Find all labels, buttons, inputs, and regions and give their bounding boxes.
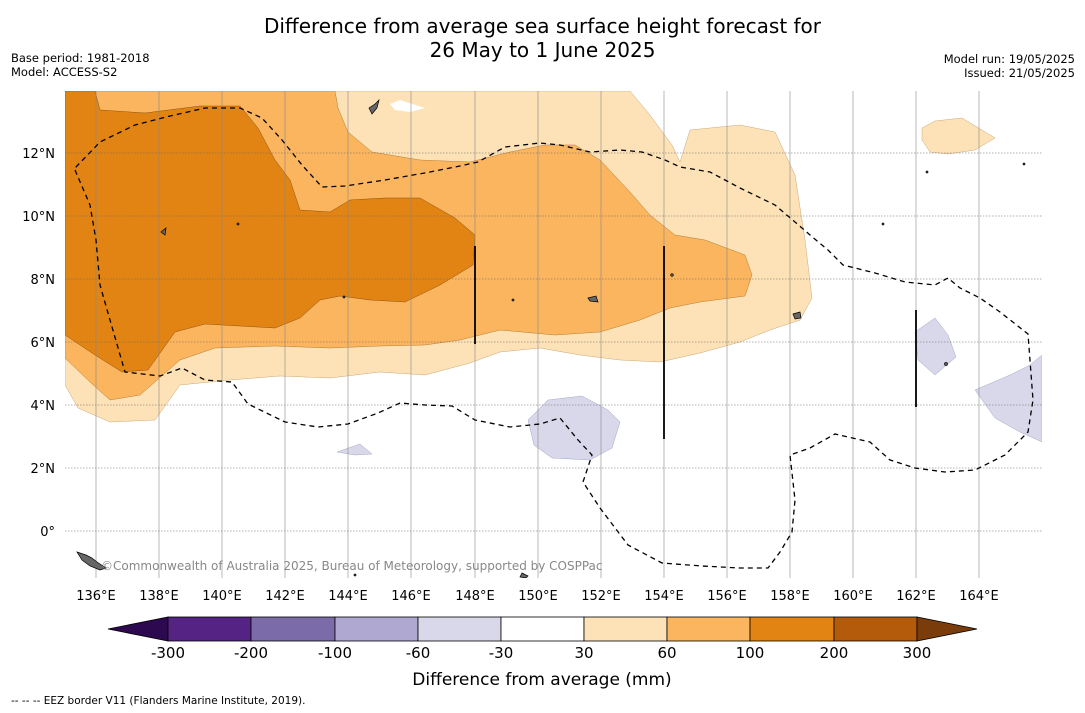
island-14 [236, 222, 240, 226]
colorbar-tick: -30 [489, 644, 514, 662]
colorbar-tick: 100 [736, 644, 765, 662]
colorbar-under-arrow [107, 616, 169, 642]
colorbar-bin [500, 616, 585, 642]
lat-label: 10°N [22, 210, 55, 225]
meta-left: Base period: 1981-2018 Model: ACCESS-S2 [11, 51, 150, 79]
longitude-labels: 136°E 138°E 140°E 142°E 144°E 146°E 148°… [76, 589, 999, 604]
colorbar-bin [167, 616, 252, 642]
gridlines [65, 91, 1042, 578]
lon-label: 142°E [265, 589, 305, 604]
map-panel: ©Commonwealth of Australia 2025, Bureau … [65, 91, 1042, 578]
island-3 [792, 311, 802, 320]
colorbar-bin [749, 616, 835, 642]
lat-label: 4°N [31, 399, 56, 414]
colorbar-bin [666, 616, 751, 642]
meta-right: Model run: 19/05/2025 Issued: 21/05/2025 [944, 52, 1075, 80]
issued-date: Issued: 21/05/2025 [964, 66, 1075, 80]
latitude-labels: 12°N 10°N 8°N 6°N 4°N 2°N 0° [22, 147, 55, 540]
lon-label: 152°E [581, 589, 621, 604]
island-2 [160, 227, 167, 236]
colorbar-tick: 300 [903, 644, 932, 662]
lat-label: 0° [40, 525, 55, 540]
lon-label: 160°E [833, 589, 873, 604]
colorbar-tick: -200 [234, 644, 268, 662]
lon-label: 138°E [139, 589, 179, 604]
colorbar-tick: -300 [151, 644, 185, 662]
colorbar-tick: -100 [318, 644, 352, 662]
island-12 [881, 222, 885, 226]
lon-label: 158°E [770, 589, 810, 604]
colorbar [107, 616, 978, 642]
lon-label: 150°E [518, 589, 558, 604]
anomaly-contour-white-patch [390, 100, 425, 112]
anomaly-contour-neg-30-60-d [336, 443, 373, 456]
lon-label: 146°E [391, 589, 431, 604]
lon-label: 154°E [644, 589, 684, 604]
lon-label: 156°E [707, 589, 747, 604]
map-title: Difference from average sea surface heig… [0, 14, 1085, 62]
lon-label: 144°E [328, 589, 368, 604]
colorbar-label: Difference from average (mm) [412, 670, 671, 690]
lon-label: 164°E [959, 589, 999, 604]
anomaly-contour-30-60-east [921, 117, 996, 155]
colorbar-tick: 30 [574, 644, 593, 662]
islands [76, 98, 1026, 578]
lon-label: 162°E [896, 589, 936, 604]
colorbar-bin [833, 616, 918, 642]
eez-solid-segments [474, 246, 917, 439]
colorbar-bin [583, 616, 668, 642]
colorbar-tick: -60 [406, 644, 431, 662]
eez-footnote: -- -- -- EEZ border V11 (Flanders Marine… [11, 695, 306, 707]
island-5 [76, 551, 107, 571]
lat-label: 2°N [31, 462, 56, 477]
lat-label: 8°N [31, 273, 56, 288]
title-line-1: Difference from average sea surface heig… [263, 14, 822, 38]
lat-label: 6°N [31, 336, 56, 351]
model-run: Model run: 19/05/2025 [943, 52, 1075, 66]
lon-label: 148°E [455, 589, 495, 604]
colorbar-over-arrow [916, 616, 978, 642]
colorbar-tick: 60 [657, 644, 676, 662]
title-line-2: 26 May to 1 June 2025 [429, 38, 656, 62]
island-9 [511, 298, 515, 302]
colorbar-ticks: -300 -200 -100 -60 -30 30 60 100 200 300 [151, 644, 931, 662]
anomaly-contour-neg-30-60-b [914, 317, 957, 376]
island-11 [925, 170, 929, 174]
lat-label: 12°N [22, 147, 55, 162]
colorbar-bin [250, 616, 336, 642]
colorbar-bin [334, 616, 419, 642]
island-8 [944, 362, 948, 366]
lon-label: 136°E [76, 589, 116, 604]
colorbar-bin [417, 616, 502, 642]
island-10 [1022, 162, 1026, 166]
island-4 [587, 295, 599, 303]
island-6 [519, 572, 529, 578]
colorbar-tick: 200 [820, 644, 849, 662]
island-1 [368, 98, 380, 115]
island-15 [353, 573, 357, 577]
base-period: Base period: 1981-2018 [11, 51, 150, 65]
island-13 [342, 295, 346, 299]
island-7 [670, 273, 674, 277]
anomaly-contour-neg-30-60-c [974, 354, 1042, 443]
copyright-notice: ©Commonwealth of Australia 2025, Bureau … [101, 559, 603, 573]
lon-label: 140°E [202, 589, 242, 604]
model-name: Model: ACCESS-S2 [11, 65, 118, 79]
